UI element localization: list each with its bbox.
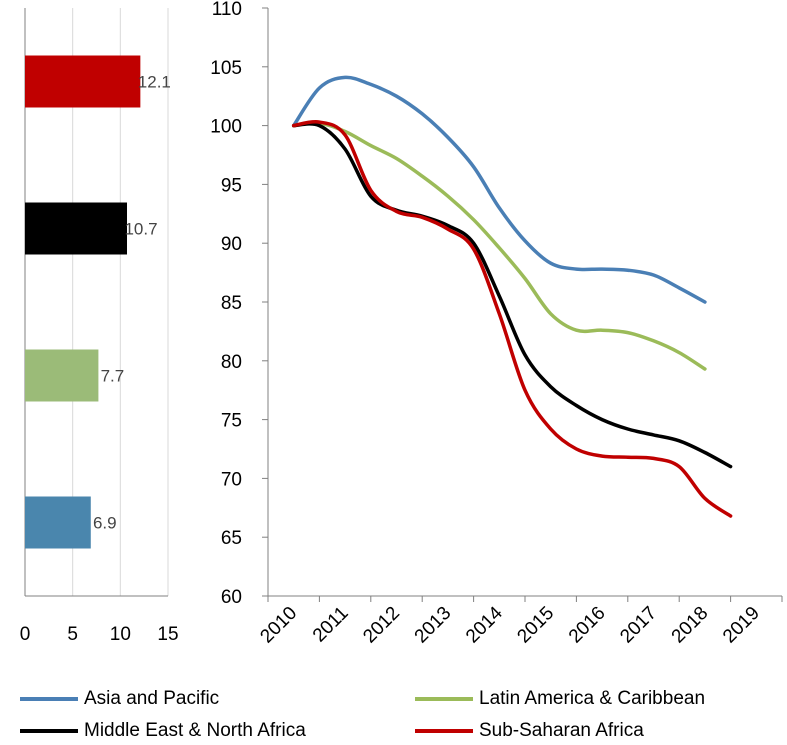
bar-value-label: 6.9 <box>93 514 117 533</box>
bar <box>25 202 128 255</box>
bar-value-label: 10.7 <box>124 220 157 239</box>
bar-value-label: 12.1 <box>138 73 171 92</box>
x-tick-label: 2012 <box>359 603 404 648</box>
x-tick-label: 2014 <box>462 602 507 647</box>
x-tick-label: 2013 <box>411 603 456 648</box>
bar <box>25 349 99 402</box>
y-tick-label: 75 <box>221 411 242 432</box>
bar-x-tick-label: 5 <box>67 624 78 645</box>
legend: Asia and Pacific Latin America & Caribbe… <box>20 688 787 745</box>
legend-item-mena: Middle East & North Africa <box>20 720 306 742</box>
y-tick-label: 80 <box>221 352 242 373</box>
x-tick-label: 2016 <box>565 603 610 648</box>
legend-item-latin-america: Latin America & Caribbean <box>415 688 705 710</box>
y-tick-label: 65 <box>221 528 242 549</box>
legend-item-asia-pacific: Asia and Pacific <box>20 688 219 710</box>
bar-value-label: 7.7 <box>101 367 125 386</box>
x-tick-label: 2010 <box>256 603 301 648</box>
y-tick-label: 85 <box>221 293 242 314</box>
y-tick-label: 60 <box>221 587 242 608</box>
x-tick-label: 2015 <box>513 603 558 648</box>
legend-swatch <box>20 697 78 701</box>
bar-chart-panel: 0 5 10 15 12.1 10.7 7.7 6.9 <box>20 8 179 645</box>
bar-x-tick-label: 0 <box>20 624 31 645</box>
x-tick-label: 2019 <box>719 603 764 648</box>
legend-swatch <box>415 729 473 733</box>
legend-swatch <box>20 729 78 733</box>
y-tick-label: 110 <box>212 0 242 20</box>
legend-label: Sub-Saharan Africa <box>479 720 644 741</box>
bar <box>25 496 91 549</box>
y-tick-label: 95 <box>221 175 242 196</box>
legend-label: Middle East & North Africa <box>84 720 306 741</box>
legend-swatch <box>415 697 473 701</box>
series-line <box>291 122 733 469</box>
series-line <box>291 120 733 518</box>
legend-item-ssa: Sub-Saharan Africa <box>415 720 644 742</box>
chart-area: 0 5 10 15 12.1 10.7 7.7 6.9 60 65 70 75 80 85 90 95 100… <box>20 0 783 648</box>
x-tick-label: 2018 <box>668 603 713 648</box>
y-tick-label: 100 <box>210 117 242 138</box>
bar-x-tick-label: 10 <box>110 624 131 645</box>
y-tick-label: 90 <box>221 234 242 255</box>
bar-x-tick-label: 15 <box>157 624 178 645</box>
legend-label: Asia and Pacific <box>84 688 220 709</box>
bar <box>25 55 141 108</box>
x-tick-label: 2017 <box>616 603 661 648</box>
y-tick-label: 105 <box>210 58 242 79</box>
series-line <box>291 75 707 304</box>
x-tick-label: 2011 <box>309 603 353 647</box>
series-line <box>291 121 707 371</box>
y-tick-label: 70 <box>221 469 242 490</box>
legend-label: Latin America & Caribbean <box>479 688 706 709</box>
